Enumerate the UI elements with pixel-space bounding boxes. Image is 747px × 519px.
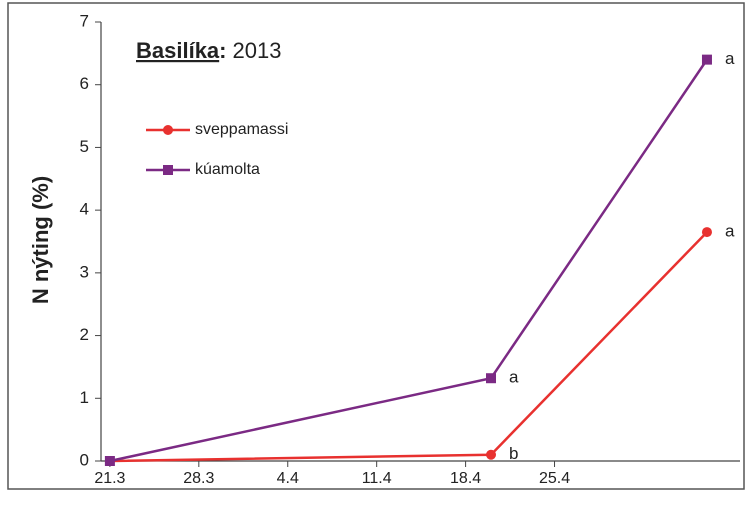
x-tick-label: 28.3 [183,470,214,487]
y-tick-label: 2 [80,325,89,344]
legend-label: kúamolta [195,161,260,178]
x-tick-label: 11.4 [362,470,392,487]
y-tick-label: 1 [80,388,89,407]
x-tick-label: 25.4 [539,470,570,487]
x-tick-label: 21.3 [94,470,125,487]
y-tick-label: 4 [80,200,89,219]
data-point [701,54,712,65]
data-point [486,449,497,460]
point-label: a [725,222,735,241]
y-tick-label: 5 [80,137,89,156]
y-axis-label: N nýting (%) [28,176,53,304]
title-suffix: : [219,38,226,63]
y-tick-label: 7 [80,11,89,30]
point-label: b [509,444,518,463]
data-point [701,227,712,238]
title-name: Basilíka [136,38,220,63]
y-tick-label: 6 [80,74,89,93]
legend-label: sveppamassi [195,121,288,138]
point-label: a [725,49,735,68]
point-label: a [509,368,519,387]
y-tick-label: 0 [80,450,89,469]
legend-marker [163,165,173,175]
chart-border [7,2,745,490]
data-point [104,456,115,466]
x-tick-label: 18.4 [450,470,481,487]
chart-title: Basilíka: 2013 [136,38,281,63]
legend-marker [163,125,173,135]
data-point [486,373,497,384]
x-tick-label: 4.4 [277,470,299,487]
y-tick-label: 3 [80,262,89,281]
title-year: 2013 [233,38,282,63]
